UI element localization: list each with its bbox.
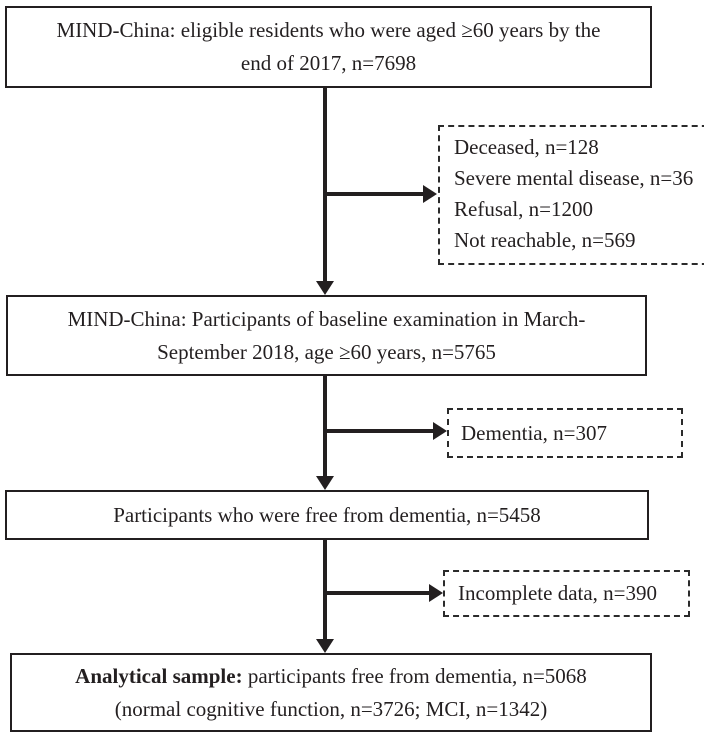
branch-line-dementia-excluded — [325, 429, 433, 433]
exclusion-item-severe-mental-disease: Severe mental disease, n=36 — [454, 166, 694, 190]
arrowhead-right-incomplete-excluded — [429, 584, 443, 602]
arrowhead-down-baseline — [316, 281, 334, 295]
arrow-stem-dementia-free-to-analytical — [323, 540, 327, 640]
box-baseline-line2: September 2018, age ≥60 years, n=5765 — [157, 339, 496, 364]
box-baseline-exclusions: Deceased, n=128 Severe mental disease, n… — [438, 125, 704, 265]
branch-line-incomplete-excluded — [325, 591, 429, 595]
box-eligible-residents: MIND-China: eligible residents who were … — [5, 6, 652, 88]
box-baseline-line1: MIND-China: Participants of baseline exa… — [67, 306, 586, 331]
box-dementia-excluded: Dementia, n=307 — [447, 408, 683, 458]
dementia-excluded-label: Dementia, n=307 — [461, 420, 607, 445]
box-dementia-free: Participants who were free from dementia… — [5, 490, 649, 540]
arrowhead-right-baseline-exclusions — [423, 185, 437, 203]
exclusion-item-refusal: Refusal, n=1200 — [454, 197, 593, 221]
arrowhead-down-analytical — [316, 639, 334, 653]
exclusion-item-not-reachable: Not reachable, n=569 — [454, 228, 636, 252]
box-analytical-line2: (normal cognitive function, n=3726; MCI,… — [114, 696, 548, 721]
box-eligible-line2: end of 2017, n=7698 — [240, 51, 417, 75]
box-incomplete-excluded: Incomplete data, n=390 — [443, 570, 690, 617]
box-baseline-participants: MIND-China: Participants of baseline exa… — [6, 295, 647, 376]
exclusion-item-deceased: Deceased, n=128 — [454, 135, 599, 159]
box-eligible-line1: MIND-China: eligible residents who were … — [56, 18, 601, 42]
box-analytical-sample: Analytical sample: participants free fro… — [10, 653, 652, 732]
branch-line-baseline-exclusions — [325, 192, 423, 196]
box-analytical-line1-rest: participants free from dementia, n=5068 — [242, 663, 587, 688]
arrowhead-right-dementia-excluded — [433, 422, 447, 440]
arrow-stem-baseline-to-dementia-free — [323, 376, 327, 477]
arrowhead-down-dementia-free — [316, 476, 334, 490]
box-dementia-free-label: Participants who were free from dementia… — [113, 502, 541, 527]
arrow-stem-eligible-to-baseline — [323, 88, 327, 282]
incomplete-excluded-label: Incomplete data, n=390 — [458, 581, 658, 605]
box-analytical-bold-prefix: Analytical sample: — [75, 663, 243, 688]
box-analytical-line1: Analytical sample: participants free fro… — [12, 660, 650, 693]
